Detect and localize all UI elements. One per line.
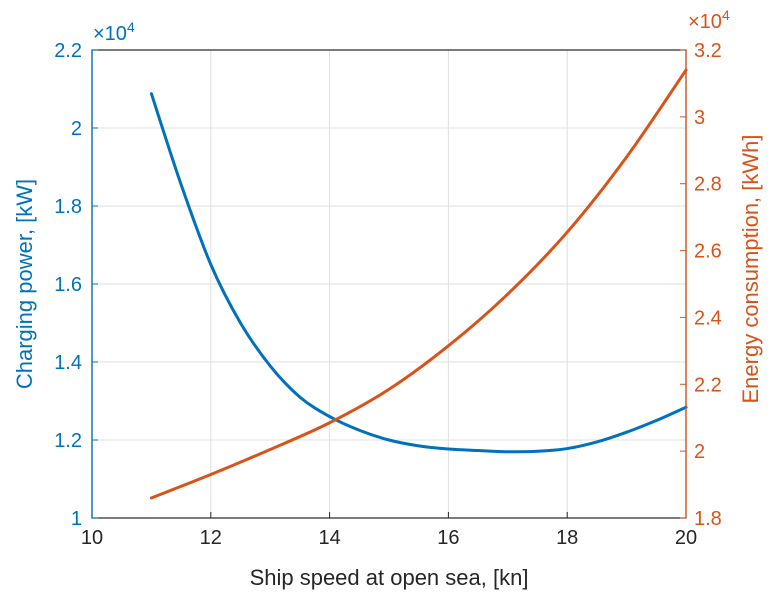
right-y-tick-label: 3 [694,107,705,129]
x-tick-label: 18 [556,527,578,549]
x-tick-label: 20 [675,527,697,549]
right-y-tick-label: 2 [694,441,705,463]
right-axis-exponent: ×104 [688,7,730,33]
x-tick-label: 16 [437,527,459,549]
right-y-tick-label: 3.2 [694,40,722,62]
left-y-tick-label: 1.6 [54,274,82,296]
left-y-tick-label: 1.4 [54,352,82,374]
axes: 10 12 14 16 18 20 1 1.2 1.4 1.6 1.8 2 2.2 1.8 2 2.2 2.4 2… [54,40,722,549]
right-y-tick-label: 2.8 [694,174,722,196]
left-y-tick-label: 1.8 [54,196,82,218]
x-tick-label: 14 [318,527,340,549]
right-y-tick-label: 2.2 [694,374,722,396]
x-tick-label: 12 [200,527,222,549]
left-y-tick-label: 1.2 [54,430,82,452]
left-y-tick-label: 2.2 [54,40,82,62]
right-y-tick-label: 2.6 [694,241,722,263]
x-tick-label: 10 [81,527,103,549]
left-y-axis-label: Charging power, [kW] [12,179,37,389]
left-y-tick-label: 1 [71,508,82,530]
series-line-energy-consumption [149,68,688,500]
right-y-tick-label: 2.4 [694,307,722,329]
left-axis-exponent: ×104 [93,19,135,45]
x-axis-label: Ship speed at open sea, [kn] [250,565,529,590]
right-y-tick-label: 1.8 [694,508,722,530]
right-y-axis-label: Energy consumption, [kWh] [738,134,763,403]
series-line-charging-power [149,92,688,454]
left-y-tick-label: 2 [71,118,82,140]
series-lines [149,68,688,500]
